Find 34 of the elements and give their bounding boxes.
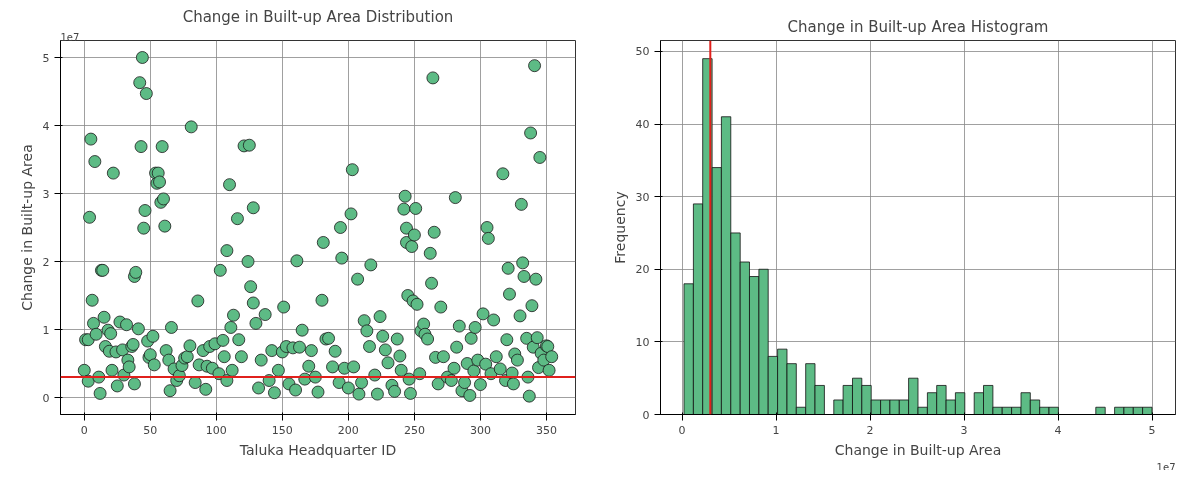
y-tick-label: 4	[42, 119, 50, 133]
text: 1e7	[1156, 461, 1176, 473]
chart-title: Change in Built-up Area Distribution	[182, 7, 454, 26]
chart-title: Change in Built-up Area Histogram	[787, 17, 1049, 36]
annotation: 1e7	[60, 31, 80, 43]
y-tick-label: 5	[42, 51, 50, 65]
x-tick-label: 50	[143, 423, 158, 437]
x-axis-title: Change in Built-up Area	[834, 441, 1002, 458]
y-tick-label: 40	[635, 118, 650, 132]
x-tick-label: 4	[1054, 423, 1062, 437]
y-axis-title: Frequency	[611, 191, 628, 264]
x-tick-label: 300	[469, 423, 491, 437]
x-tick-label: 200	[337, 423, 359, 437]
x-tick-label: 0	[80, 423, 88, 437]
x-tick-label: 1	[772, 423, 780, 437]
x-tick-label: 0	[678, 423, 686, 437]
x-tick-label: 5	[1148, 423, 1156, 437]
y-tick-label: 30	[635, 190, 650, 204]
x-axis-title: Taluka Headquarter ID	[238, 441, 397, 458]
x-tick-label: 100	[205, 423, 227, 437]
y-axis-title: Change in Built-up Area	[18, 144, 35, 311]
y-tick-label: 1	[42, 323, 50, 337]
y-tick-label: 0	[642, 408, 650, 422]
y-tick-label: 2	[42, 255, 50, 269]
x-tick-label: 3	[960, 423, 968, 437]
x-tick-label: 350	[535, 423, 557, 437]
y-tick-label: 10	[635, 335, 650, 349]
y-tick-label: 0	[42, 391, 50, 405]
y-tick-label: 50	[635, 45, 650, 59]
y-tick-label: 3	[42, 187, 50, 201]
x-tick-label: 250	[403, 423, 425, 437]
x-tick-label: 2	[866, 423, 874, 437]
x-tick-label: 150	[271, 423, 293, 437]
y-tick-label: 20	[635, 263, 650, 277]
